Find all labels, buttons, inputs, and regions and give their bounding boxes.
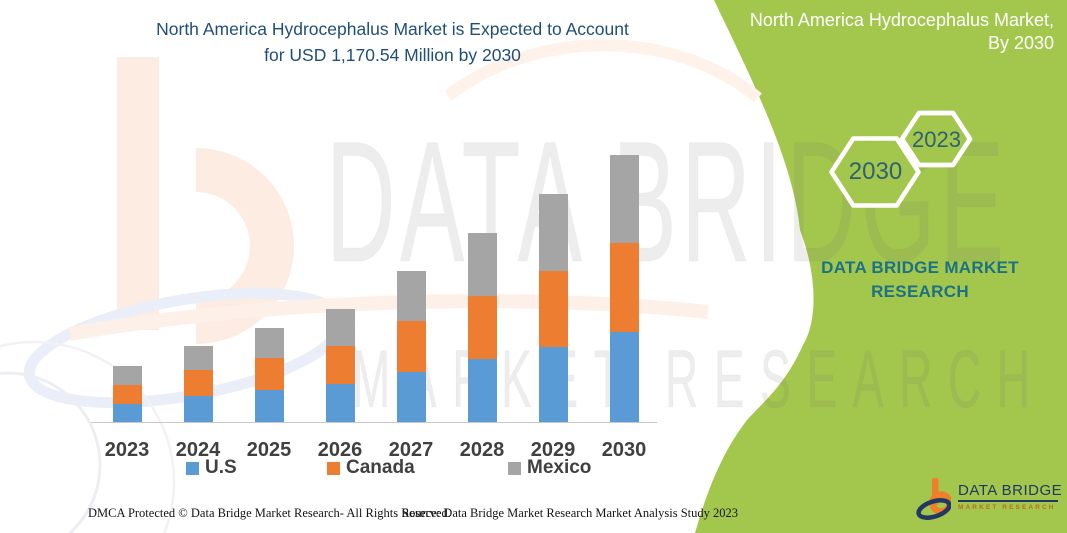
bar-segment-2027-Canada — [396, 321, 426, 372]
legend-label-U.S: U.S — [205, 457, 237, 478]
legend-swatch-U.S — [186, 461, 199, 475]
bar-segment-2025-U.S — [254, 390, 284, 422]
logo-b-mark-icon — [916, 478, 953, 520]
legend-item-Canada: Canada — [327, 457, 415, 478]
legend-swatch-Mexico — [508, 461, 521, 475]
bar-segment-2023-Mexico — [112, 365, 142, 386]
logo-tagline: MARKET RESEARCH — [958, 504, 1056, 511]
bar-segment-2027-Mexico — [396, 271, 426, 322]
bar-segment-2023-Canada — [112, 385, 142, 404]
hexagon-2023-outline — [899, 110, 973, 168]
x-axis-label-2025: 2025 — [246, 439, 292, 461]
brand-wordmark: DATA BRIDGE MARKET RESEARCH — [800, 256, 1040, 303]
legend-item-U.S: U.S — [186, 457, 237, 478]
bar-segment-2025-Mexico — [254, 328, 284, 359]
green-band-shape — [695, 0, 1067, 533]
x-axis-line — [91, 422, 657, 423]
watermark-circle-small — [0, 371, 102, 533]
data-bridge-logo: DATA BRIDGE MARKET RESEARCH — [905, 474, 1065, 526]
legend-label-Mexico: Mexico — [527, 457, 592, 478]
hexagon-2023-label: 2023 — [912, 127, 961, 152]
banner-heading-line2: By 2030 — [987, 33, 1054, 53]
watermark-circle-large — [0, 340, 176, 533]
x-axis-label-2027: 2027 — [388, 439, 434, 461]
x-axis-label-2023: 2023 — [104, 439, 150, 461]
bar-segment-2028-U.S — [467, 359, 497, 422]
bar-segment-2024-U.S — [183, 395, 213, 422]
watermark-b-stem — [117, 57, 159, 330]
bar-segment-2029-U.S — [538, 347, 568, 422]
bar-segment-2024-Canada — [183, 370, 213, 396]
bar-segment-2026-U.S — [325, 384, 355, 422]
bar-segment-2030-Mexico — [609, 155, 639, 244]
bar-segment-2028-Canada — [467, 296, 497, 360]
bar-segment-2029-Mexico — [538, 193, 568, 271]
x-axis-label-2030: 2030 — [601, 439, 647, 461]
legend-swatch-Canada — [327, 461, 340, 475]
legend-item-Mexico: Mexico — [508, 457, 592, 478]
bar-segment-2027-U.S — [396, 371, 426, 422]
page-title-line2: for USD 1,170.54 Million by 2030 — [264, 45, 521, 65]
bar-segment-2024-Mexico — [183, 345, 213, 370]
banner-heading-line1: North America Hydrocephalus Market, — [749, 10, 1054, 30]
footer-source-text: Source: Data Bridge Market Research Mark… — [402, 506, 739, 520]
hexagon-2030 — [829, 136, 921, 208]
page-title: North America Hydrocephalus Market is Ex… — [65, 16, 720, 68]
bar-segment-2030-Canada — [609, 243, 639, 332]
banner-heading: North America Hydrocephalus Market, By 2… — [750, 9, 1054, 55]
bar-segment-2025-Canada — [254, 358, 284, 390]
x-axis-label-2026: 2026 — [317, 439, 363, 461]
x-axis-label-2028: 2028 — [459, 439, 505, 461]
bar-segment-2030-U.S — [609, 331, 639, 422]
logo-underline — [958, 500, 1058, 502]
bar-segment-2026-Canada — [325, 345, 355, 385]
brand-wordmark-line2: RESEARCH — [871, 281, 969, 301]
bar-segment-2028-Mexico — [467, 232, 497, 297]
brand-wordmark-line1: DATA BRIDGE MARKET — [821, 258, 1019, 277]
x-axis-label-2024: 2024 — [175, 439, 221, 461]
bar-segment-2029-Canada — [538, 270, 568, 348]
bar-segment-2023-U.S — [112, 403, 142, 422]
page-title-line1: North America Hydrocephalus Market is Ex… — [156, 19, 629, 39]
legend-label-Canada: Canada — [346, 457, 415, 478]
footer-dmca-text: DMCA Protected © Data Bridge Market Rese… — [88, 506, 451, 520]
x-axis-label-2029: 2029 — [530, 439, 576, 461]
watermark-arc-top — [444, 39, 762, 103]
bar-segment-2026-Mexico — [325, 308, 355, 346]
hexagon-2030-label: 2030 — [848, 158, 903, 185]
logo-name: DATA BRIDGE — [958, 482, 1063, 499]
